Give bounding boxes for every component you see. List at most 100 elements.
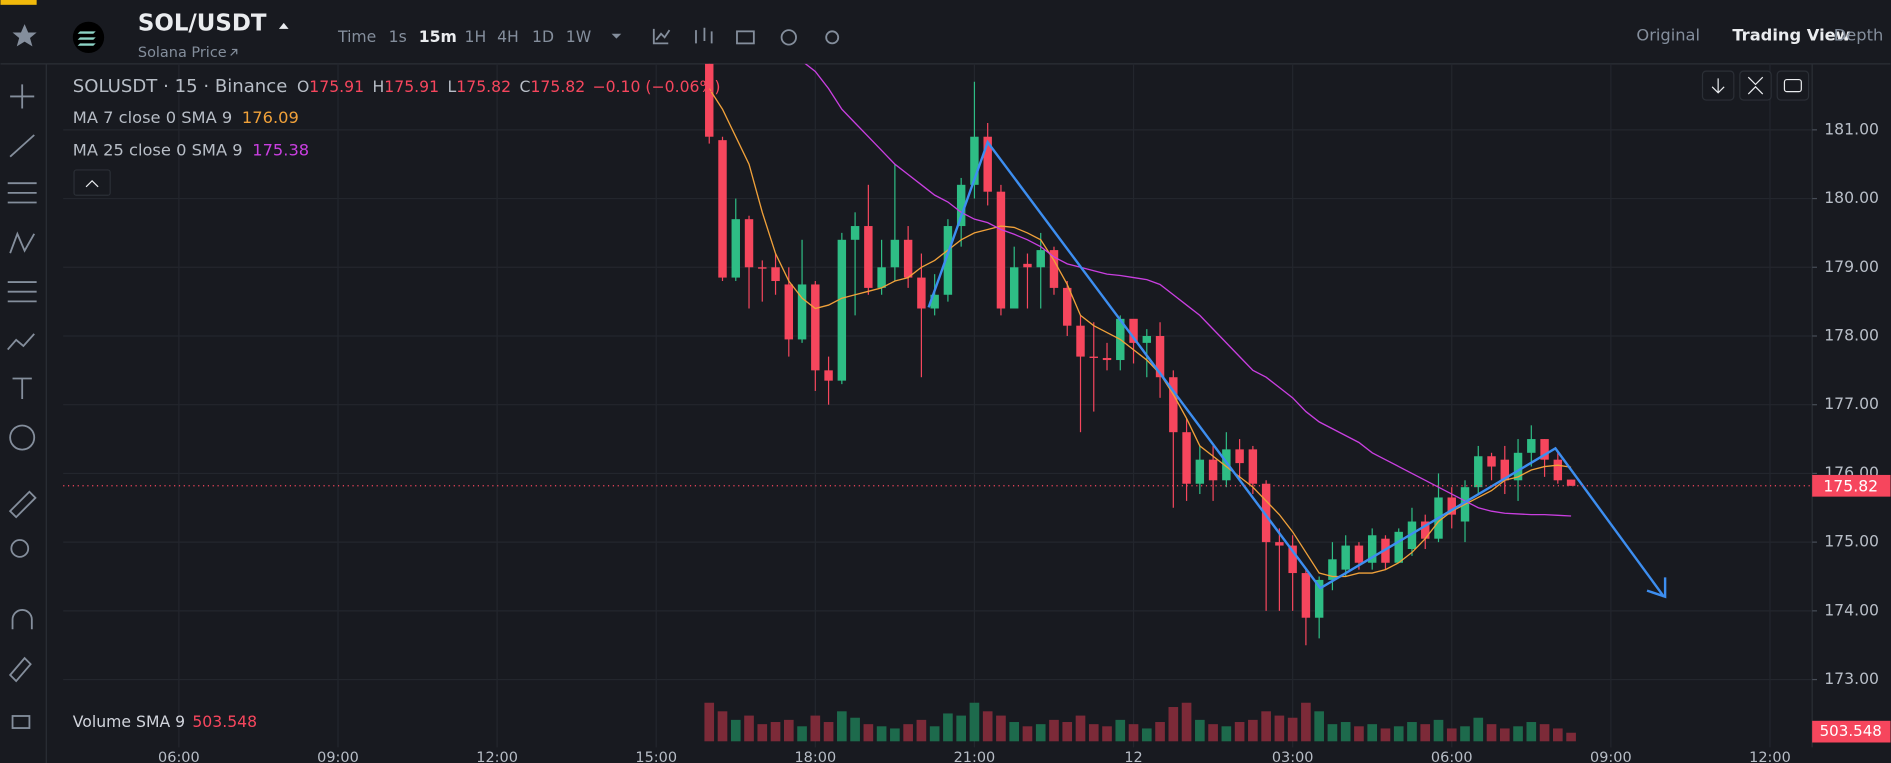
- volume-bar: [1049, 719, 1059, 742]
- ma-value: 176.09: [242, 108, 299, 127]
- fit-button[interactable]: [1739, 70, 1772, 101]
- timeframe[interactable]: 4H: [497, 27, 519, 46]
- volume-bar: [1168, 707, 1179, 742]
- ohlc-key: L: [448, 76, 457, 95]
- volume-bar: [943, 713, 953, 742]
- candle-body: [917, 277, 926, 309]
- volume-bar: [850, 717, 860, 742]
- view-tab[interactable]: Original: [1636, 26, 1700, 45]
- candle-body: [1407, 521, 1417, 550]
- settings-icon[interactable]: [825, 30, 840, 45]
- trend-path[interactable]: [927, 139, 1665, 598]
- channel-tool[interactable]: [7, 182, 37, 204]
- candle-body: [837, 239, 847, 381]
- fib-tool[interactable]: [7, 281, 37, 303]
- x-tick-label: 18:00: [794, 750, 836, 763]
- symbol[interactable]: SOL/USDT: [138, 11, 267, 37]
- candle-body: [983, 136, 992, 192]
- volume-bar: [996, 715, 1006, 742]
- volume-bar: [717, 711, 728, 742]
- candle-body: [864, 226, 873, 288]
- candle-body: [718, 140, 727, 278]
- ohlc-value: 175.82: [456, 76, 511, 95]
- volume-bar: [744, 715, 754, 742]
- volume-bar: [916, 719, 927, 742]
- change-value: −0.10 (−0.06%): [592, 76, 720, 95]
- screenshot-icon[interactable]: [736, 30, 755, 45]
- view-tab[interactable]: Depth: [1834, 26, 1884, 45]
- volume-bar: [1141, 728, 1152, 742]
- timeframe[interactable]: Time: [337, 27, 376, 46]
- symbol-caret[interactable]: [278, 22, 289, 29]
- projection-tool[interactable]: [7, 333, 35, 351]
- candle-body: [1527, 439, 1536, 453]
- y-tick-label: 173.00: [1824, 669, 1879, 688]
- timeframe[interactable]: 1H: [465, 27, 487, 46]
- volume-bar: [1380, 728, 1391, 742]
- candle-body: [1076, 325, 1085, 357]
- lock-tool[interactable]: [11, 715, 31, 729]
- timeframe[interactable]: 15m: [419, 27, 457, 46]
- ohlc-value: 175.91: [309, 76, 364, 95]
- chart-type-icon[interactable]: [695, 27, 713, 44]
- volume-bar: [1208, 724, 1218, 742]
- candle-body: [1102, 357, 1112, 361]
- volume-bar: [1553, 728, 1563, 742]
- favorite-star[interactable]: [12, 24, 37, 47]
- x-tick-label: 12: [1124, 750, 1142, 763]
- timeframes: Time 1s 15m 1H 4H 1D 1W: [337, 27, 591, 46]
- volume-bar: [757, 724, 768, 742]
- candle-body: [1182, 432, 1191, 484]
- volume-bar: [1022, 726, 1033, 742]
- volume-bar: [1327, 724, 1338, 742]
- timeframe[interactable]: 1W: [566, 27, 591, 46]
- indicator-icon[interactable]: [652, 28, 671, 45]
- text-tool[interactable]: [12, 377, 32, 399]
- volume-bar: [1102, 726, 1112, 742]
- view-tab[interactable]: Trading View: [1732, 26, 1850, 45]
- zoom-tool[interactable]: [10, 539, 30, 558]
- volume-bar: [1287, 717, 1298, 742]
- candle-body: [1566, 479, 1576, 486]
- candle-body: [1248, 449, 1258, 484]
- lock-draw-tool[interactable]: [8, 656, 32, 683]
- candle-body: [1301, 573, 1311, 618]
- crosshair-tool[interactable]: [10, 84, 35, 109]
- more-timeframes[interactable]: [611, 33, 622, 39]
- ma-name: MA 25 close 0 SMA 9: [73, 140, 243, 159]
- volume-bar: [1314, 711, 1324, 742]
- timeframe[interactable]: 1D: [532, 27, 554, 46]
- candle-body: [1421, 521, 1430, 539]
- last-price-tag: [1812, 474, 1891, 497]
- pattern-tool[interactable]: [9, 231, 36, 254]
- ohlc-value: 175.82: [530, 76, 585, 95]
- x-tick-label: 03:00: [1272, 750, 1314, 763]
- volume-bar: [1274, 715, 1285, 742]
- candle-body: [996, 191, 1006, 309]
- volume-bar: [1433, 719, 1444, 742]
- candle-body: [970, 136, 979, 185]
- volume-bar: [1460, 726, 1470, 742]
- magnet-tool[interactable]: [11, 609, 33, 630]
- emoji-tool[interactable]: [9, 424, 36, 451]
- trend-drawing[interactable]: [927, 139, 1667, 599]
- add-icon[interactable]: [780, 29, 797, 46]
- fullscreen-button[interactable]: [1776, 70, 1810, 101]
- collapse-button[interactable]: [73, 169, 111, 196]
- volume-bar: [783, 719, 794, 742]
- volume-bar: [1181, 702, 1192, 742]
- timeframe[interactable]: 1s: [389, 27, 407, 46]
- candle-body: [1288, 545, 1297, 574]
- candle-body: [1208, 459, 1218, 481]
- candle-body: [1500, 459, 1510, 481]
- candle-body: [705, 63, 714, 137]
- fullscreen-icon: [1783, 78, 1802, 93]
- candle-body: [1513, 452, 1523, 481]
- pane-controls: [73, 70, 1810, 196]
- subtitle[interactable]: Solana Price: [138, 45, 227, 61]
- line-tool[interactable]: [9, 134, 35, 158]
- ruler-tool[interactable]: [8, 490, 37, 519]
- ma-name: MA 7 close 0 SMA 9: [73, 108, 232, 127]
